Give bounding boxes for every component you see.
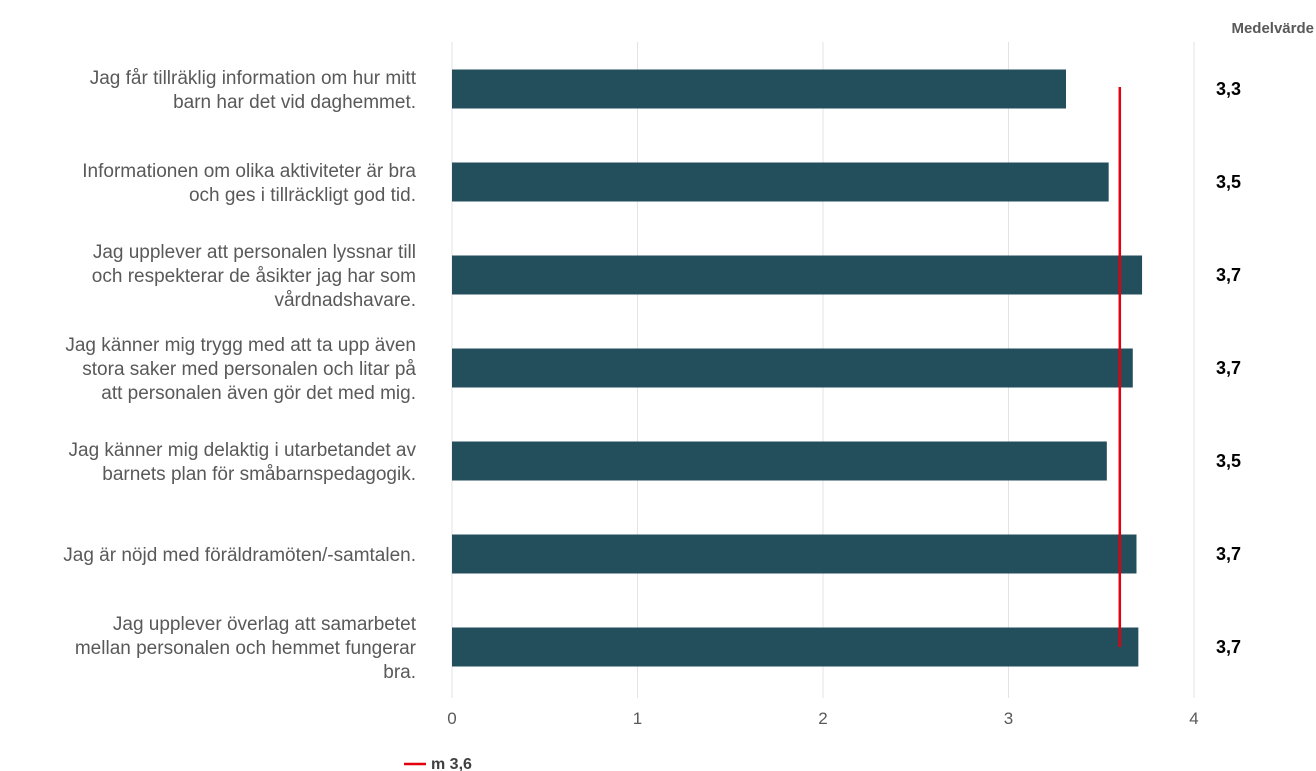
mean-value: 3,7 — [1216, 358, 1241, 378]
category-label: Jag får tillräklig information om hur mi… — [90, 68, 417, 113]
mean-value: 3,7 — [1216, 637, 1241, 657]
category-label-line: och ges i tillräckligt god tid. — [189, 185, 416, 206]
bar — [452, 534, 1137, 574]
x-tick-label: 4 — [1189, 709, 1198, 728]
x-tick-label: 3 — [1004, 709, 1013, 728]
category-label-line: Jag känner mig trygg med att ta upp även — [65, 335, 416, 356]
bar — [452, 255, 1143, 295]
category-label-line: mellan personalen och hemmet fungerar — [75, 638, 417, 659]
category-label: Jag är nöjd med föräldramöten/-samtalen. — [63, 545, 416, 566]
category-label: Jag upplever överlag att samarbetet mella… — [75, 614, 417, 683]
category-label-line: barn har det vid daghemmet. — [173, 92, 416, 113]
category-label: Jag känner mig trygg med att ta upp även… — [65, 335, 416, 404]
category-label: Jag känner mig delaktig i utarbetandet a… — [69, 440, 417, 485]
category-label: Informationen om olika aktiviteter är br… — [82, 161, 416, 206]
category-label-line: bra. — [383, 662, 416, 683]
mean-column-header: Medelvärde — [1231, 20, 1314, 37]
category-label-line: att personalen även gör det med mig. — [101, 383, 416, 404]
category-label: Jag upplever att personalen lyssnar till… — [92, 242, 416, 311]
category-label-line: Informationen om olika aktiviteter är br… — [82, 161, 416, 182]
bar — [452, 348, 1133, 388]
x-tick-label: 2 — [818, 709, 827, 728]
category-label-line: och respekterar de åsikter jag har som — [92, 266, 416, 287]
category-label-line: barnets plan för småbarnspedagogik. — [102, 464, 416, 485]
mean-value: 3,7 — [1216, 265, 1241, 285]
category-label-line: Jag upplever överlag att samarbetet — [113, 614, 417, 635]
bar — [452, 627, 1139, 667]
category-label-line: Jag är nöjd med föräldramöten/-samtalen. — [63, 545, 416, 566]
category-label-line: Jag känner mig delaktig i utarbetandet a… — [69, 440, 417, 461]
category-label-line: stora saker med personalen och litar på — [82, 359, 416, 380]
mean-value: 3,3 — [1216, 79, 1241, 99]
x-tick-label: 1 — [633, 709, 642, 728]
bar — [452, 162, 1109, 202]
bar — [452, 69, 1067, 109]
legend-label: m 3,6 — [431, 756, 472, 771]
category-label-line: Jag får tillräklig information om hur mi… — [90, 68, 417, 89]
category-label-line: vårdnadshavare. — [274, 290, 416, 311]
mean-value: 3,7 — [1216, 544, 1241, 564]
bar — [452, 441, 1107, 481]
x-tick-label: 0 — [447, 709, 456, 728]
mean-value: 3,5 — [1216, 172, 1241, 192]
category-label-line: Jag upplever att personalen lyssnar till — [93, 242, 416, 263]
mean-value: 3,5 — [1216, 451, 1241, 471]
